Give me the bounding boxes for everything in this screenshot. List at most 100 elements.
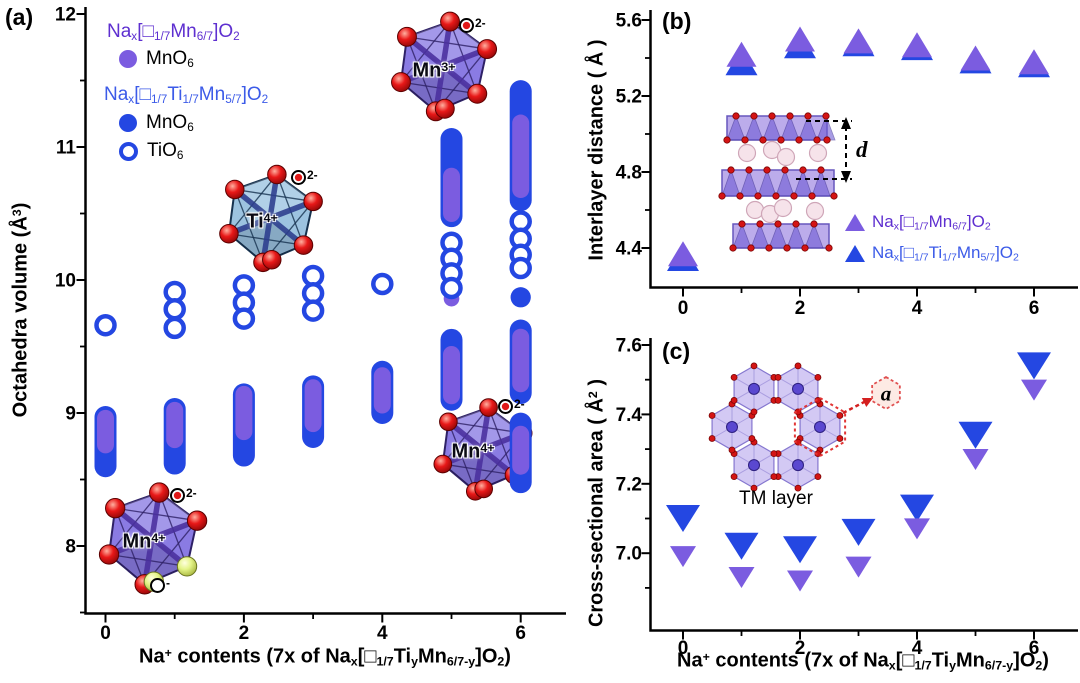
bond xyxy=(479,446,511,473)
oxygen-atom-red xyxy=(768,112,776,120)
oxygen-atom-red xyxy=(728,446,736,454)
triangle-marker xyxy=(900,494,934,522)
oxygen-atom-red xyxy=(750,408,758,416)
filled-circle-marker-icon xyxy=(119,114,137,132)
oxygen-atom-red xyxy=(794,362,802,370)
oxygen-atom-red xyxy=(781,166,789,174)
triangle-marker xyxy=(783,536,817,564)
oxygen-atom-red xyxy=(727,166,735,174)
ring-marker xyxy=(232,307,256,330)
bond xyxy=(114,535,155,554)
oxygen-charge: - xyxy=(166,576,170,590)
axis-spines xyxy=(84,7,566,615)
na-atom xyxy=(773,198,793,218)
bond xyxy=(149,498,161,541)
dashed-arrow xyxy=(842,398,869,415)
capsule-marker xyxy=(443,167,460,222)
x-tick-label: 4 xyxy=(912,638,923,659)
layered-structure-inset xyxy=(718,112,852,252)
oxygen-atom-red xyxy=(783,244,791,252)
axes: 0 2 4 6 8 9 10 11 12 xyxy=(55,5,566,644)
a-hexagon xyxy=(871,375,901,411)
y-tick-label: 5.6 xyxy=(616,11,642,32)
y-tick-label: 10 xyxy=(55,271,76,292)
inset-label-o2-ti: 2- xyxy=(291,169,318,185)
oxygen-atom-red xyxy=(794,484,802,492)
legend-formula-NaTiMn57: Nax[□1/7Ti1/7Mn5/7]O2 xyxy=(104,84,269,106)
oxygen-atom-red xyxy=(790,192,798,200)
inset-label-mn4-bl-ion: Mn4+ xyxy=(122,530,166,553)
na-atom xyxy=(745,200,765,220)
triangle-marker xyxy=(845,556,872,578)
oxygen-ring-icon xyxy=(291,170,306,185)
na-atom xyxy=(737,143,757,163)
axes: 0 2 4 6 7.0 7.2 7.4 7.6 xyxy=(616,336,1078,659)
oxygen-atom-red xyxy=(825,244,833,252)
oxygen-atom-red xyxy=(823,136,831,144)
oxygen-atom-red xyxy=(772,192,780,200)
oxygen-atom-red xyxy=(813,136,821,144)
oxygen-atom-red xyxy=(718,192,726,200)
oxygen-ring-icon xyxy=(459,18,474,33)
panel-c-plot: 0 2 4 6 7.0 7.2 7.4 7.6 xyxy=(616,336,1078,659)
x-tick-label: 6 xyxy=(1029,298,1040,319)
dot-marker xyxy=(510,287,531,308)
highlight-hexagon xyxy=(793,396,847,458)
oxygen-atom-red xyxy=(225,179,245,200)
oxygen-atom-red xyxy=(777,136,785,144)
tm-atom xyxy=(726,421,738,433)
panel-b-plot: 0 2 4 6 4.4 4.8 5.2 5.6 xyxy=(616,10,1078,319)
inset-label-mn3-ion: Mn3+ xyxy=(412,59,456,82)
x-tick-label: 0 xyxy=(100,623,111,644)
x-tick-label: 0 xyxy=(678,298,689,319)
oxygen-atom-red xyxy=(434,98,455,119)
legend-item-tio6-blue: TiO6 xyxy=(119,140,183,162)
y-tick-label: 4.8 xyxy=(616,163,642,184)
oxygen-atom-red xyxy=(477,39,498,60)
triangle-marker xyxy=(960,45,991,71)
oxygen-atom-red xyxy=(795,136,803,144)
na-atom xyxy=(805,201,825,221)
bond xyxy=(261,215,273,257)
oxygen-atom-red xyxy=(836,412,844,419)
oxygen-atom-red xyxy=(738,220,746,228)
bond xyxy=(267,180,279,221)
triangle-marker xyxy=(1021,379,1047,401)
capsule-marker xyxy=(512,114,530,199)
triangle-marker xyxy=(668,241,698,267)
series-triangle-purple xyxy=(668,26,1049,267)
oxygen-atom-red xyxy=(756,220,764,228)
bond xyxy=(479,433,518,452)
y-tick-label: 7.6 xyxy=(616,336,642,357)
legend-formula-NaMn67: Nax[□1/7Mn6/7]O2 xyxy=(107,21,240,43)
y-tick-label: 4.4 xyxy=(616,239,643,260)
legend-item-purple-triangle: Nax[□1/7Mn6/7]O2 xyxy=(845,212,991,233)
oxygen-atom-red xyxy=(804,112,812,120)
oxygen-atom-red xyxy=(745,166,753,174)
capsule-marker xyxy=(512,425,530,475)
x-tick-label: 4 xyxy=(912,298,923,319)
panel-letter-c: (c) xyxy=(662,338,691,364)
bond xyxy=(149,521,191,541)
oxygen-atom-red xyxy=(750,112,758,120)
legend-item-label: TiO6 xyxy=(147,140,184,162)
oxygen-atom-red xyxy=(814,373,822,381)
octahedron-inset xyxy=(219,164,323,273)
triangle-marker xyxy=(728,566,755,588)
oxygen-atom-red xyxy=(723,136,731,144)
y-tick-label: 7.2 xyxy=(616,474,642,495)
oxygen-atom-red xyxy=(750,362,758,370)
series-triangle-purple xyxy=(670,379,1047,592)
legend-item-blue-triangle: Nax[□1/7Ti1/7Mn5/7]O2 xyxy=(845,243,1019,264)
oxygen-atom-red xyxy=(763,166,771,174)
triangle-up-marker-icon xyxy=(845,244,865,262)
oxygen-atom-red xyxy=(149,482,170,503)
oxygen-atom-red xyxy=(433,454,453,474)
filled-circle-marker-icon xyxy=(119,50,137,68)
oxygen-atom-red xyxy=(397,26,417,47)
oxygen-atom-red xyxy=(186,510,208,531)
oxygen-atom-red xyxy=(219,224,239,244)
oxygen-atom-red xyxy=(750,484,758,492)
triangle-marker xyxy=(666,505,700,532)
bond xyxy=(452,424,485,452)
